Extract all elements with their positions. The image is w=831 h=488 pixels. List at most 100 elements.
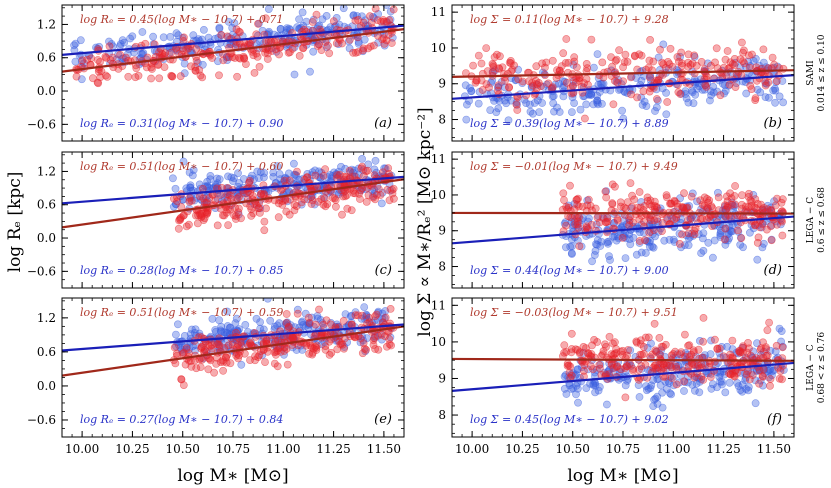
red-point <box>217 31 226 39</box>
red-point <box>285 176 294 185</box>
red-point <box>255 208 264 217</box>
blue-point <box>461 81 470 90</box>
blue-point <box>604 239 612 248</box>
red-point <box>338 39 346 48</box>
points-b <box>460 35 788 125</box>
blue-point <box>691 90 700 99</box>
red-point <box>255 62 264 71</box>
red-point <box>78 56 87 65</box>
blue-point <box>653 392 662 401</box>
red-point <box>321 342 330 350</box>
red-point <box>580 79 588 87</box>
blue-point <box>263 298 272 303</box>
fit-red-label: log Rₑ = 0.51(log M∗ − 10.7) + 0.60 <box>80 160 283 173</box>
red-point <box>731 182 739 190</box>
red-point <box>173 197 181 206</box>
red-point <box>277 186 285 195</box>
blue-point <box>269 172 278 181</box>
red-point <box>605 332 614 341</box>
red-point <box>651 346 660 355</box>
red-point <box>338 340 347 349</box>
red-point <box>216 190 225 199</box>
blue-point <box>621 381 630 390</box>
red-point <box>767 236 776 245</box>
blue-point <box>168 174 177 183</box>
red-point <box>742 370 751 379</box>
red-point <box>768 53 777 62</box>
red-point <box>179 381 188 389</box>
red-point <box>311 171 320 180</box>
red-point <box>728 336 737 345</box>
red-point <box>260 226 269 235</box>
blue-point <box>226 323 235 332</box>
panel-label: (d) <box>764 263 782 278</box>
red-point <box>233 72 241 81</box>
red-point <box>103 73 112 81</box>
red-point <box>587 35 596 44</box>
red-point <box>712 44 721 53</box>
blue-point <box>562 243 570 252</box>
red-point <box>513 106 522 114</box>
red-point <box>544 79 553 88</box>
red-point <box>96 58 104 66</box>
y-tick-label: 0.0 <box>37 84 56 98</box>
red-point <box>192 364 201 373</box>
red-point <box>532 62 541 71</box>
red-point <box>236 54 245 63</box>
red-point <box>711 335 719 344</box>
y-tick-label: 0.0 <box>37 231 56 245</box>
red-point <box>371 5 380 13</box>
red-point <box>224 53 233 62</box>
x-axis-label-left: log M∗ [M⊙] <box>177 466 288 486</box>
y-tick-label: −0.6 <box>27 413 56 427</box>
red-point <box>351 311 360 320</box>
blue-point <box>637 76 646 85</box>
blue-point <box>206 175 215 184</box>
red-fit-line <box>452 211 794 215</box>
red-point <box>598 58 607 67</box>
red-fit-line <box>62 178 404 229</box>
red-point <box>683 203 692 212</box>
red-point <box>751 94 760 102</box>
red-point <box>646 196 655 205</box>
red-point <box>720 235 729 244</box>
red-point <box>562 348 571 356</box>
red-point <box>246 202 255 211</box>
red-point <box>377 17 385 26</box>
blue-point <box>290 70 299 79</box>
red-point <box>589 365 597 373</box>
red-point <box>185 197 194 206</box>
red-point <box>615 46 623 55</box>
blue-point <box>736 386 745 394</box>
red-point <box>617 365 625 374</box>
red-point <box>716 91 725 100</box>
blue-point <box>637 93 646 102</box>
blue-point <box>707 384 716 393</box>
red-point <box>625 221 633 230</box>
red-point <box>219 357 228 366</box>
blue-point <box>594 386 603 395</box>
blue-point <box>680 387 688 395</box>
x-tick-label: 10.25 <box>115 442 149 456</box>
red-point <box>584 80 592 89</box>
red-point <box>185 193 194 202</box>
red-point <box>482 44 491 52</box>
red-point <box>562 78 571 87</box>
red-point <box>282 319 291 327</box>
red-point <box>477 76 486 85</box>
red-point <box>235 53 243 62</box>
red-point <box>372 190 381 199</box>
y-tick-label: 8 <box>438 113 446 127</box>
red-point <box>536 82 545 91</box>
blue-point <box>530 99 539 107</box>
red-point <box>644 63 653 72</box>
red-point <box>205 342 214 351</box>
blue-point <box>76 36 85 45</box>
red-point <box>659 359 668 368</box>
red-point <box>736 55 745 64</box>
fit-blue-label: log Rₑ = 0.28(log M∗ − 10.7) + 0.85 <box>80 264 283 277</box>
red-point <box>132 64 141 73</box>
blue-point <box>717 377 726 386</box>
red-point <box>541 63 549 72</box>
red-point <box>559 189 568 198</box>
